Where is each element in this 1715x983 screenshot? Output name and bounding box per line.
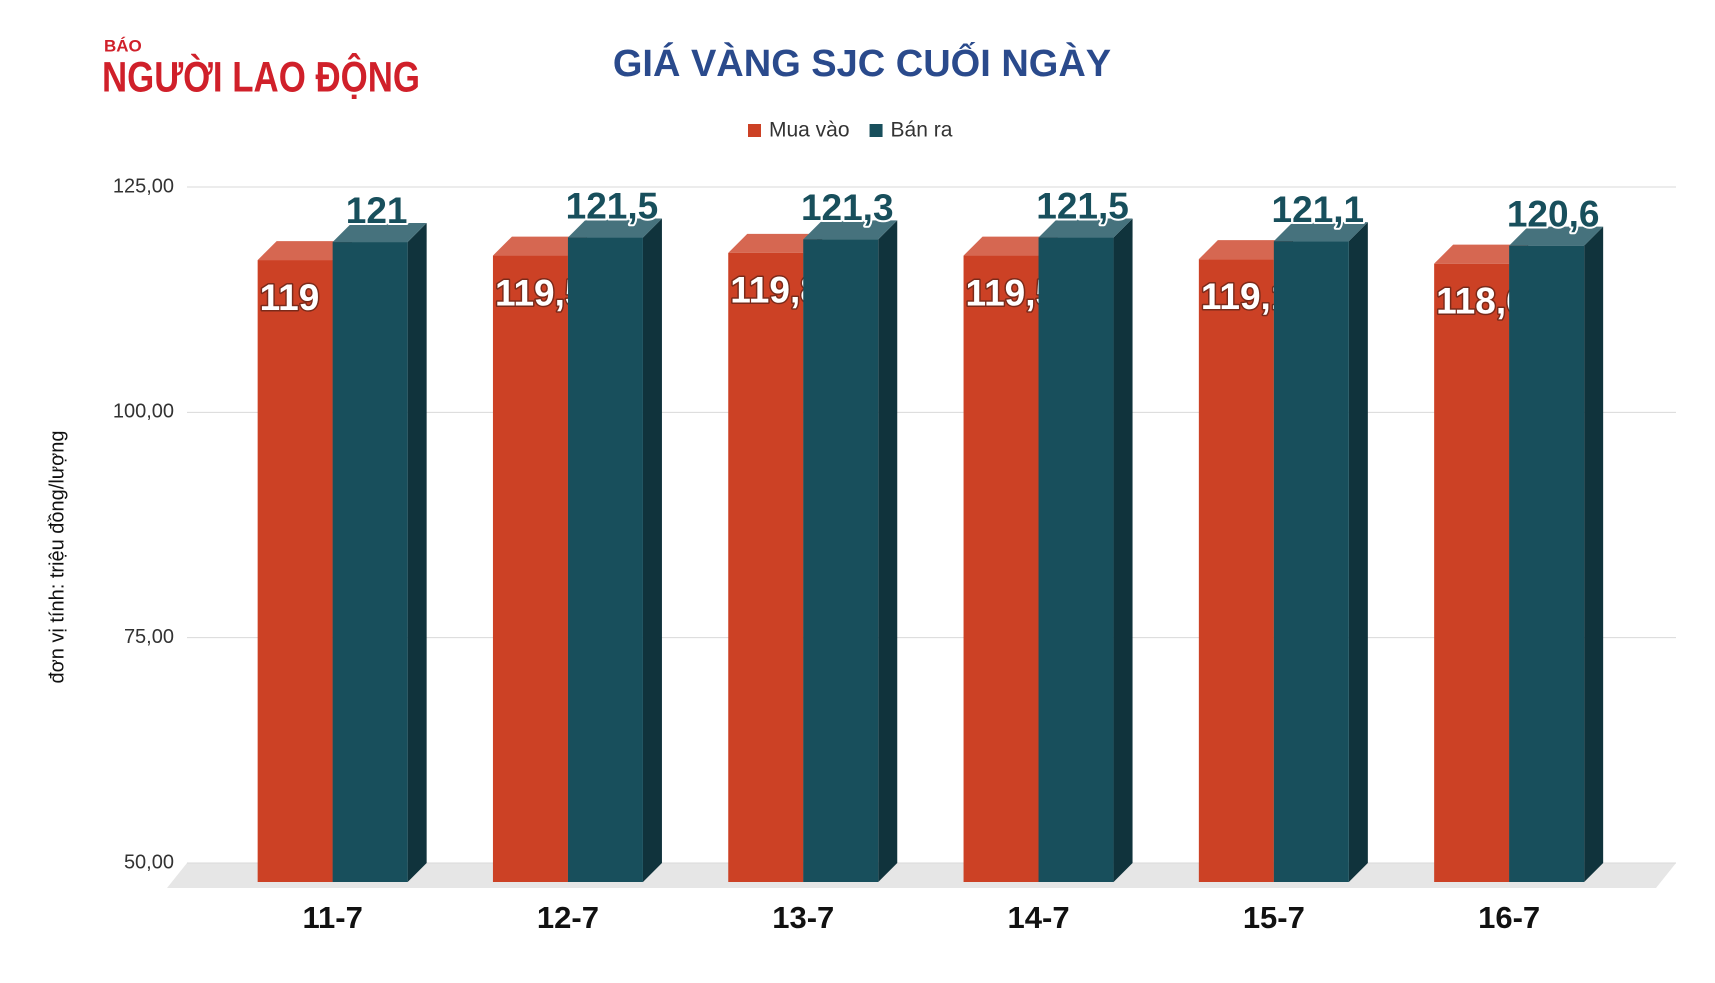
y-tick-label: 125,00 <box>113 175 174 197</box>
bar-front <box>492 255 568 882</box>
bar-front <box>1198 259 1274 882</box>
legend-label: Mua vào <box>769 119 850 142</box>
bar-top <box>1273 222 1368 242</box>
data-label: 119 <box>260 277 320 318</box>
chart-title: GIÁ VÀNG SJC CUỐI NGÀY <box>613 40 1111 85</box>
data-label: 121 <box>346 190 408 231</box>
bar-side <box>1348 222 1368 883</box>
x-tick-label: 14-7 <box>1008 900 1070 935</box>
bar-top <box>803 220 898 240</box>
data-label: 121,5 <box>1036 185 1129 226</box>
bar-top <box>492 236 587 256</box>
data-label: 120,6 <box>1507 193 1600 234</box>
y-tick-label: 75,00 <box>124 626 174 648</box>
bar-front <box>1434 263 1510 883</box>
x-tick-label: 15-7 <box>1243 900 1305 935</box>
bar-front <box>728 252 804 883</box>
bar-side <box>642 218 662 883</box>
bar-side <box>878 220 898 882</box>
legend-swatch <box>869 124 883 137</box>
bar-front <box>963 255 1039 882</box>
bar-top <box>332 223 427 243</box>
x-tick-label: 16-7 <box>1478 900 1540 935</box>
bar <box>1038 218 1133 883</box>
data-label: 121,5 <box>566 185 659 226</box>
bar-top <box>1198 240 1293 260</box>
bar-front <box>332 242 408 882</box>
bar-front <box>257 260 333 883</box>
data-label: 121,3 <box>801 187 894 228</box>
bar-side <box>407 223 427 882</box>
y-tick-label: 50,00 <box>124 851 174 873</box>
bar-side <box>1584 226 1604 882</box>
bar <box>1273 222 1368 883</box>
bar-front <box>1273 241 1349 883</box>
x-tick-label: 12-7 <box>537 900 599 935</box>
x-tick-label: 13-7 <box>772 900 834 935</box>
bar-front <box>567 237 643 883</box>
bar <box>567 218 662 883</box>
bar-front <box>803 239 879 882</box>
data-label: 121,1 <box>1272 189 1365 230</box>
bar-front <box>1038 237 1114 883</box>
bar-top <box>963 236 1058 256</box>
legend-swatch <box>748 124 761 137</box>
bar-top <box>257 241 352 261</box>
y-tick-label: 100,00 <box>113 401 174 423</box>
bar-top <box>1038 218 1133 238</box>
bar <box>332 223 427 882</box>
legend: Mua vào Bán ra <box>748 119 953 142</box>
bar-top <box>1509 226 1604 246</box>
bar-front <box>1509 245 1585 882</box>
bar-top <box>728 233 823 253</box>
logo-main: NGƯỜI LAO ĐỘNG <box>102 52 420 101</box>
bar <box>803 220 898 882</box>
bar-side <box>1113 218 1133 883</box>
legend-label: Bán ra <box>891 119 953 142</box>
bar-top <box>1434 244 1529 264</box>
bar-top <box>567 218 662 238</box>
bar <box>1509 226 1604 882</box>
logo-top: BÁO <box>104 36 142 55</box>
y-axis-label: đơn vị tính: triệu đồng/lượng <box>46 430 68 683</box>
x-tick-label: 11-7 <box>302 900 362 935</box>
